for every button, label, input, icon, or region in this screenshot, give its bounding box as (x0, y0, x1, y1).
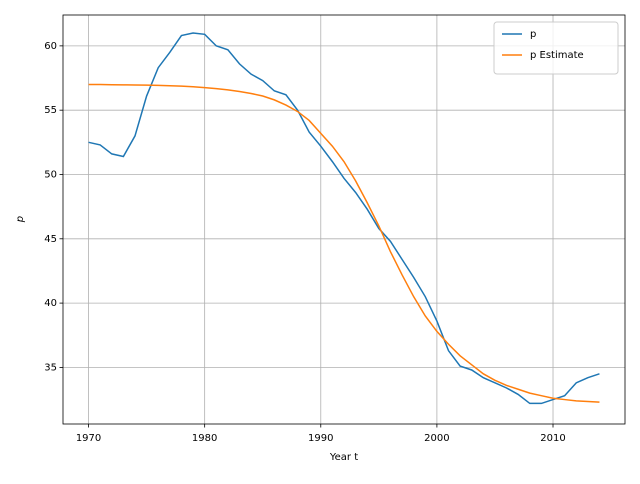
x-tick-label: 1990 (308, 433, 333, 444)
plot-frame (62, 14, 626, 425)
y-tick-label: 50 (44, 169, 57, 180)
x-axis-label: Year t (329, 452, 358, 463)
line-series (88, 32, 600, 405)
y-tick-label: 40 (44, 298, 57, 309)
line-series (88, 83, 600, 403)
x-tick-label: 2000 (424, 433, 449, 444)
y-tick-label: 35 (44, 362, 57, 373)
x-tick-label: 1970 (76, 433, 101, 444)
y-tick-label: 60 (44, 41, 57, 52)
y-tick-label: 45 (44, 234, 57, 245)
legend-box (493, 21, 619, 75)
y-tick-label: 55 (44, 105, 57, 116)
y-axis-label: p (15, 216, 26, 223)
legend-label: p (530, 29, 536, 40)
x-tick-label: 2010 (540, 433, 565, 444)
legend-label: p Estimate (530, 50, 584, 61)
x-tick-label: 1980 (192, 433, 217, 444)
